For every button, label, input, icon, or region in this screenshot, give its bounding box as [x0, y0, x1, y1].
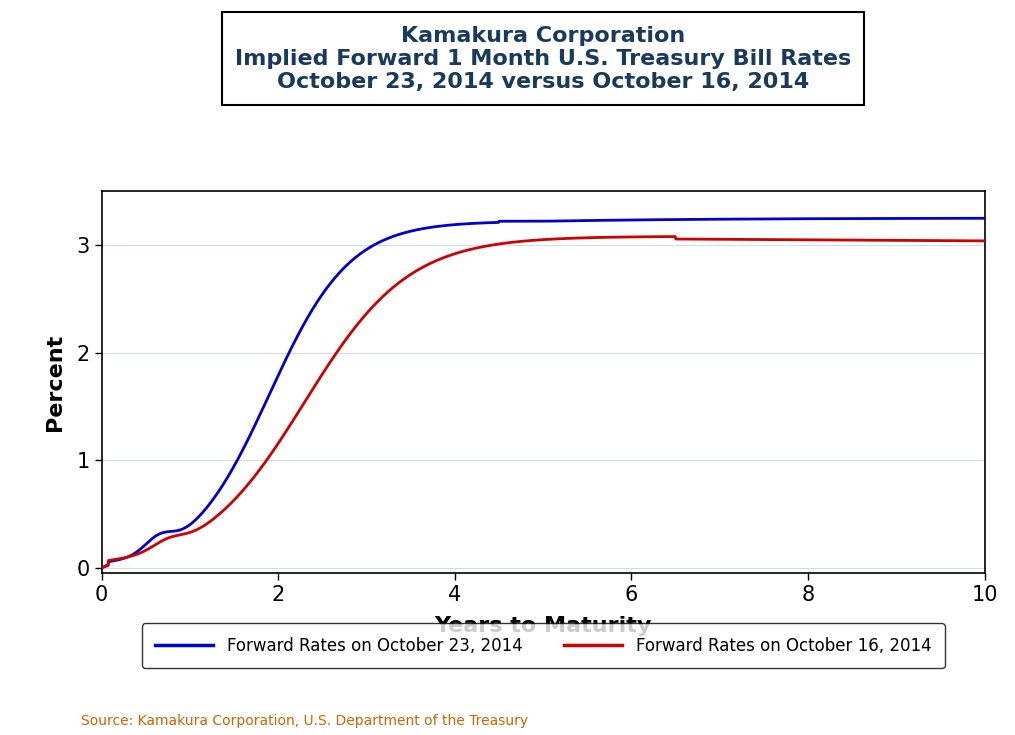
Text: Kamakura Corporation
Implied Forward 1 Month U.S. Treasury Bill Rates
October 23: Kamakura Corporation Implied Forward 1 M…	[234, 26, 852, 92]
X-axis label: Years to Maturity: Years to Maturity	[434, 616, 652, 637]
Y-axis label: Percent: Percent	[46, 334, 65, 431]
Text: Source: Kamakura Corporation, U.S. Department of the Treasury: Source: Kamakura Corporation, U.S. Depar…	[81, 714, 529, 728]
Legend: Forward Rates on October 23, 2014, Forward Rates on October 16, 2014: Forward Rates on October 23, 2014, Forwa…	[141, 623, 945, 668]
